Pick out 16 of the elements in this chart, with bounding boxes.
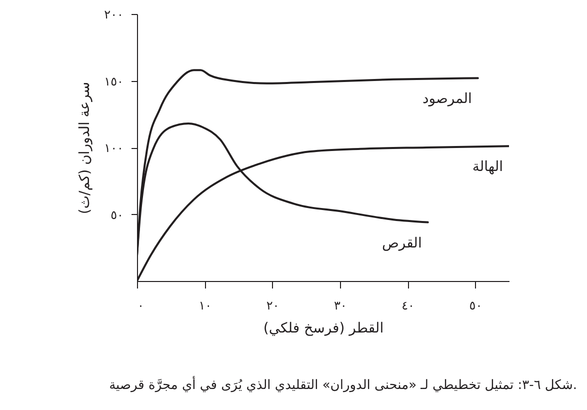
y-tick-label: ٥٠ (110, 208, 124, 222)
x-tick-label: ٥٠ (469, 298, 482, 312)
x-tick-label: ٣٠ (334, 298, 347, 312)
series-label: القرص (382, 235, 422, 252)
x-tick-label: ٤٠ (402, 298, 414, 312)
y-tick-label: ١٠٠ (104, 141, 124, 155)
x-tick-label: ١٠ (198, 298, 212, 312)
x-axis-title: القطر (فرسخ فلكي) (263, 320, 384, 336)
y-tick-label: ٢٠٠ (104, 8, 124, 22)
y-axis-title: سرعة الدوران (كم/ث) (77, 82, 94, 214)
x-tick-label: ٠ (138, 298, 144, 312)
y-tick-label: ١٥٠ (104, 74, 124, 88)
text: شكل ٦-٣: تمثيل تخطيطي لـ «منحنى الدوران» التقليدي الذي يُرَى في أي مجرَّة قرصية. (109, 376, 577, 393)
x-tick-label: ٢٠ (266, 298, 280, 312)
series-label: المرصود (422, 91, 472, 108)
series-label: الهالة (472, 159, 503, 176)
